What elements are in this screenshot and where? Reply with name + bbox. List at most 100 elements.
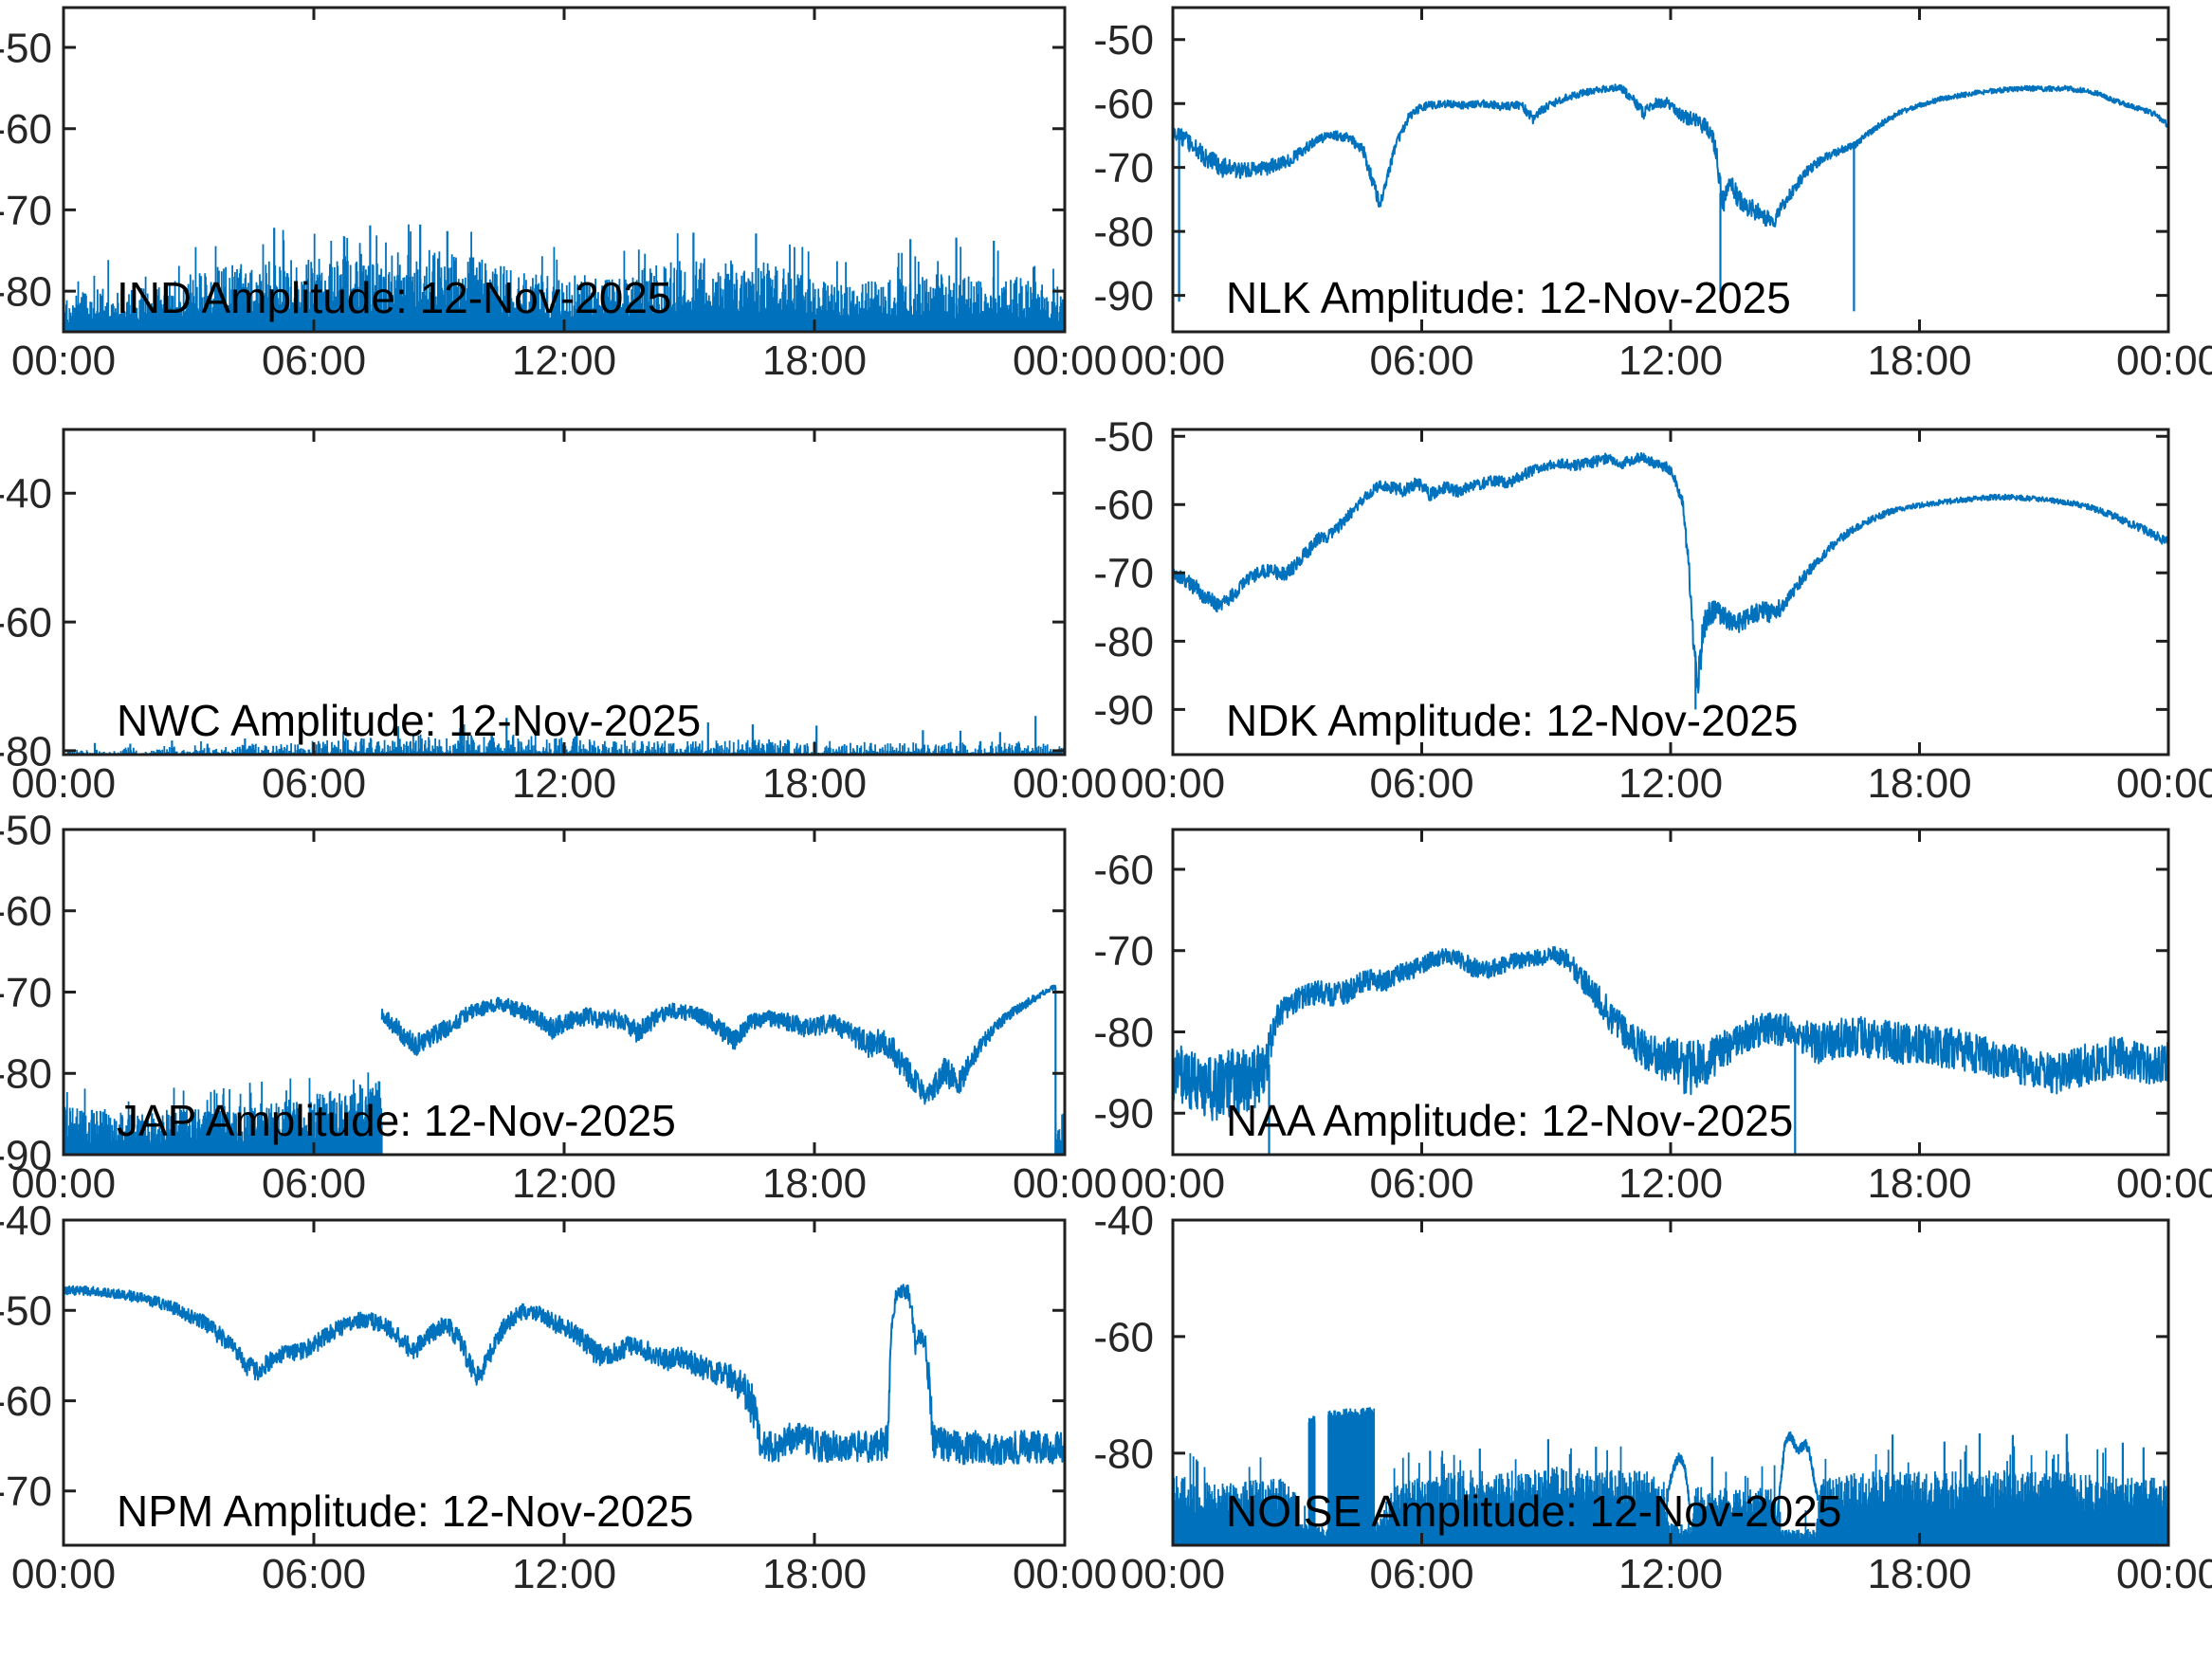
subplot-nlk: -50 -60 -70 -80 -90 00:00 06:00 12:00 18:00 00:00… — [1093, 6, 2212, 384]
plot-title-noise: NOISE Amplitude: 12-Nov-2025 — [1226, 1486, 1841, 1536]
y-tick-label: -80 — [1093, 1431, 1154, 1477]
y-tick-label: -70 — [0, 188, 52, 234]
x-tick-label: 18:00 — [762, 1551, 867, 1597]
x-tick-label: 00:00 — [11, 337, 116, 384]
y-tick-label: -50 — [0, 807, 52, 853]
vertical-spikes — [1178, 132, 1856, 312]
x-tick-label: 12:00 — [1618, 1160, 1723, 1207]
axis-ticks — [62, 828, 1067, 1157]
line-series-ndk — [1173, 451, 2168, 694]
x-tick-label: 06:00 — [1369, 337, 1473, 384]
x-tick-label: 06:00 — [1369, 1160, 1473, 1207]
x-tick-label: 06:00 — [262, 1551, 366, 1597]
line-series-naa — [1173, 946, 2168, 1121]
x-tick-label: 12:00 — [1618, 1551, 1723, 1597]
plot-title-ndk: NDK Amplitude: 12-Nov-2025 — [1226, 696, 1798, 745]
x-tick-label: 06:00 — [1369, 1551, 1473, 1597]
y-tick-label: -70 — [0, 970, 52, 1016]
x-tick-label: 00:00 — [1121, 1160, 1225, 1207]
y-tick-label: -40 — [0, 471, 52, 518]
line-series-nlk — [1173, 83, 2168, 228]
vertical-spikes — [1268, 1031, 1797, 1155]
data-series — [64, 1284, 1065, 1466]
x-tick-label: 18:00 — [1867, 1551, 1971, 1597]
x-tick-label: 06:00 — [262, 760, 366, 807]
line-series-npm — [64, 1284, 1065, 1466]
spike-marks — [1429, 1433, 2145, 1545]
plot-title-ind: IND Amplitude: 12-Nov-2025 — [117, 273, 672, 322]
x-tick-label: 12:00 — [512, 1551, 616, 1597]
axis-ticks — [62, 429, 1067, 755]
x-tick-label: 18:00 — [762, 760, 867, 807]
y-tick-label: -50 — [1093, 17, 1154, 64]
x-tick-label: 18:00 — [762, 337, 867, 384]
x-tick-label: 00:00 — [11, 760, 116, 807]
y-tick-label: -50 — [0, 25, 52, 71]
y-tick-label: -50 — [0, 1288, 52, 1335]
y-tick-label: -70 — [1093, 551, 1154, 597]
y-tick-label: -80 — [1093, 209, 1154, 255]
y-tick-label: -80 — [0, 728, 52, 775]
x-tick-label: 18:00 — [762, 1160, 867, 1207]
x-tick-label: 00:00 — [1121, 1551, 1225, 1597]
band-series-noise — [1307, 1415, 1316, 1545]
band-series-noise — [1173, 1445, 2168, 1545]
y-tick-label: -40 — [1093, 1197, 1154, 1244]
x-tick-label: 00:00 — [2116, 760, 2212, 807]
y-tick-label: -90 — [1093, 1091, 1154, 1138]
y-tick-label: -90 — [1093, 687, 1154, 734]
y-tick-label: -60 — [0, 1378, 52, 1425]
x-tick-label: 00:00 — [11, 1160, 116, 1207]
x-tick-label: 00:00 — [2116, 337, 2212, 384]
x-tick-label: 18:00 — [1867, 760, 1971, 807]
line-series-jap — [380, 984, 1057, 1105]
x-tick-label: 12:00 — [512, 1160, 616, 1207]
data-series — [1173, 83, 2168, 312]
x-tick-label: 12:00 — [512, 760, 616, 807]
x-tick-label: 00:00 — [2116, 1160, 2212, 1207]
x-tick-label: 18:00 — [1867, 337, 1971, 384]
band-series-jap — [64, 1072, 383, 1155]
data-series — [1173, 1407, 2168, 1545]
y-tick-label: -80 — [1093, 1010, 1154, 1056]
x-tick-label: 06:00 — [262, 337, 366, 384]
y-tick-label: -60 — [1093, 847, 1154, 893]
y-tick-label: -70 — [1093, 928, 1154, 975]
axis-ticks — [62, 8, 1067, 332]
x-tick-label: 00:00 — [1013, 1551, 1117, 1597]
x-tick-label: 12:00 — [1618, 337, 1723, 384]
subplot-npm: -40-50-60-7000:0006:0012:0018:0000:00NPM… — [0, 1197, 1117, 1597]
y-tick-label: -80 — [0, 1051, 52, 1098]
x-tick-label: 06:00 — [262, 1160, 366, 1207]
x-tick-label: 00:00 — [1013, 337, 1117, 384]
plot-title-naa: NAA Amplitude: 12-Nov-2025 — [1226, 1096, 1793, 1145]
x-tick-label: 00:00 — [1013, 1160, 1117, 1207]
data-series — [1173, 946, 2168, 1155]
y-tick-label: -60 — [0, 888, 52, 935]
subplot-jap: -50-60-70-80-9000:0006:0012:0018:0000:00… — [0, 807, 1117, 1207]
x-tick-label: 00:00 — [2116, 1551, 2212, 1597]
x-tick-label: 12:00 — [1618, 760, 1723, 807]
y-tick-label: -60 — [0, 106, 52, 153]
band-series-ind — [64, 224, 1065, 332]
line-series-noise — [1666, 1452, 1691, 1505]
y-tick-label: -70 — [1093, 145, 1154, 191]
data-series — [64, 224, 1065, 332]
line-series-noise — [1776, 1431, 1819, 1518]
subplot-ndk: -50 -60 -70 -80 -90 00:00 06:00 12:00 18:00 00:00… — [1093, 414, 2212, 807]
y-tick-label: -80 — [1093, 619, 1154, 665]
x-tick-label: 00:00 — [11, 1551, 116, 1597]
axis-ticks — [1171, 429, 2170, 755]
data-series — [1173, 451, 2168, 710]
y-tick-label: -80 — [0, 269, 52, 316]
plot-title-npm: NPM Amplitude: 12-Nov-2025 — [117, 1486, 694, 1536]
x-tick-label: 00:00 — [1121, 337, 1225, 384]
y-tick-label: -60 — [1093, 483, 1154, 529]
axis-ticks — [1171, 830, 2170, 1155]
data-series — [64, 984, 1065, 1155]
plot-title-jap: JAP Amplitude: 12-Nov-2025 — [117, 1096, 676, 1145]
